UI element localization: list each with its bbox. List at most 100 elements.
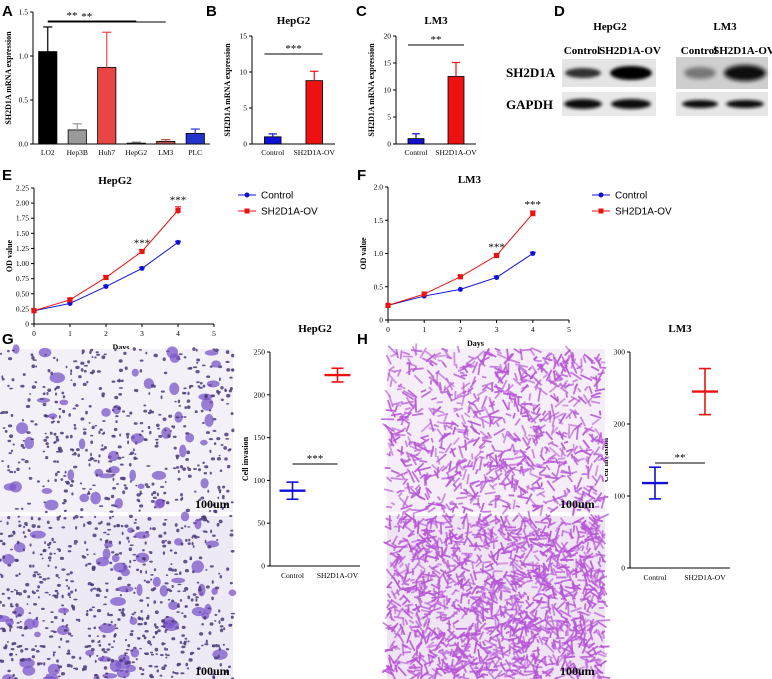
micro-g1-cell-59 xyxy=(108,460,113,463)
micro-h1-cell-710 xyxy=(438,387,444,395)
micro-h2-cell-1243 xyxy=(495,561,499,566)
micro-g2-cell-206 xyxy=(110,596,126,606)
micro-g2-cell-15 xyxy=(218,620,221,624)
micro-h1-cell-501 xyxy=(544,360,549,366)
micro-h2-cell-468 xyxy=(460,662,468,674)
g-title: HepG2 xyxy=(298,323,332,335)
micro-g2-cell-179 xyxy=(214,620,217,622)
micro-g2-cell-388 xyxy=(222,643,225,646)
micro-h1-cell-100 xyxy=(519,404,529,412)
micro-h2-cell-1055 xyxy=(486,660,495,666)
micro-h1-cell-895 xyxy=(397,383,403,388)
micro-g1-cell-39 xyxy=(147,425,151,430)
micro-g2-cell-634 xyxy=(2,674,14,679)
micro-g2-cell-67 xyxy=(10,590,14,593)
micro-h2-cell-1385 xyxy=(510,627,521,637)
micro-g2-cell-486 xyxy=(32,564,35,568)
micro-g2-cell-535 xyxy=(230,612,236,615)
a-x-tick-label-2: Huh7 xyxy=(98,148,115,157)
micro-g1-cell-90 xyxy=(177,399,181,404)
micro-h2-cell-528 xyxy=(598,658,602,664)
micro-g1-cell-343 xyxy=(175,466,180,469)
micro-g1-cell-312 xyxy=(154,498,165,509)
micro-h2-cell-186 xyxy=(404,512,415,521)
micro-h1-cell-102 xyxy=(481,375,487,379)
micro-g2-cell-672 xyxy=(106,522,111,526)
micro-g1-cell-352 xyxy=(78,375,82,379)
micro-g2-cell-288 xyxy=(170,675,174,678)
e-point-sh2d1a-ov-0 xyxy=(31,308,37,314)
micro-h2-cell-777 xyxy=(497,562,509,565)
micro-g1-cell-464 xyxy=(2,427,6,429)
micro-g2-cell-657 xyxy=(176,528,180,533)
blot-title-hepg2: HepG2 xyxy=(593,21,627,33)
micro-g1-cell-338 xyxy=(229,386,233,391)
micro-g1-cell-370 xyxy=(67,469,75,481)
micro-h2-cell-1423 xyxy=(531,633,537,643)
micro-g2-cell-372 xyxy=(99,538,103,541)
micro-h2-cell-594 xyxy=(424,555,428,561)
micro-h2-cell-1304 xyxy=(519,613,523,619)
micro-h1-cell-606 xyxy=(484,476,488,484)
micro-h2-cell-1207 xyxy=(494,644,499,657)
micro-h2-cell-1495 xyxy=(409,655,421,666)
micro-h2-cell-882 xyxy=(473,598,482,610)
micro-h1-cell-379 xyxy=(576,491,583,496)
micro-g2-cell-694 xyxy=(29,530,46,539)
micro-h1-cell-266 xyxy=(502,417,506,424)
micro-h2-cell-1112 xyxy=(538,534,552,537)
micro-h1-cell-48 xyxy=(515,363,528,368)
micro-h2-cell-710 xyxy=(525,563,540,568)
h-x-tick-label-0: Control xyxy=(644,573,667,582)
micro-h2-cell-928 xyxy=(396,653,403,661)
micro-g2-cell-610 xyxy=(177,590,181,593)
micro-h2-cell-923 xyxy=(519,517,525,530)
micro-g2-cell-78 xyxy=(18,524,22,528)
micro-g2-cell-205 xyxy=(56,583,62,587)
micro-h1-cell-591 xyxy=(475,468,479,475)
micro-g2-cell-91 xyxy=(127,643,131,648)
c-y-tick-label-2: 10 xyxy=(384,86,392,95)
micro-g1-cell-430 xyxy=(201,397,214,411)
micro-h2-cell-1370 xyxy=(545,615,549,628)
micro-h1-cell-644 xyxy=(449,505,457,512)
c-title: LM3 xyxy=(424,15,448,27)
micro-g2-cell-90 xyxy=(59,556,65,560)
micro-h2-cell-1260 xyxy=(515,545,520,554)
micro-h1-cell-520 xyxy=(531,464,542,469)
micro-h1-cell-284 xyxy=(563,383,575,388)
micro-g1-cell-448 xyxy=(152,496,157,499)
micro-h2-cell-758 xyxy=(509,551,513,559)
micro-h1-cell-538 xyxy=(550,457,556,460)
micro-h2-cell-1336 xyxy=(384,539,392,545)
micro-h2-cell-575 xyxy=(526,532,539,538)
micro-g1-cell-310 xyxy=(149,430,152,435)
panel-letter-e: E xyxy=(2,167,12,184)
micro-g2-cell-555 xyxy=(180,527,184,530)
micro-h1-cell-894 xyxy=(519,372,525,381)
micro-g1-cell-146 xyxy=(47,369,51,373)
micro-g1-cell-26 xyxy=(209,471,212,475)
micro-g2-cell-626 xyxy=(96,587,101,592)
micro-g2-cell-689 xyxy=(134,518,137,521)
micro-h2-cell-851 xyxy=(509,527,522,535)
micro-g2-cell-302 xyxy=(188,658,193,662)
micro-g1-cell-138 xyxy=(16,467,20,472)
micro-h2-cell-841 xyxy=(439,611,442,621)
micro-g1-cell-298 xyxy=(4,410,9,414)
micro-g2-cell-318 xyxy=(114,623,117,627)
micro-g1-cell-238 xyxy=(90,452,92,457)
micro-h2-cell-1059 xyxy=(470,584,479,596)
micro-h2-cell-1180 xyxy=(454,598,460,603)
micro-h1-cell-766 xyxy=(481,435,489,440)
e-point-sh2d1a-ov-3 xyxy=(139,248,145,255)
micro-h2-cell-543 xyxy=(550,521,557,526)
micro-h2-cell-1208 xyxy=(457,559,470,565)
micro-h2-cell-1313 xyxy=(411,579,425,584)
micro-h2-cell-1043 xyxy=(597,619,611,622)
micro-h2-cell-643 xyxy=(580,594,592,603)
micro-g1-cell-180 xyxy=(7,357,13,361)
micro-g2-cell-3 xyxy=(53,552,56,555)
micro-h2-cell-1087 xyxy=(406,539,412,549)
micro-h2-cell-1135 xyxy=(402,617,405,626)
